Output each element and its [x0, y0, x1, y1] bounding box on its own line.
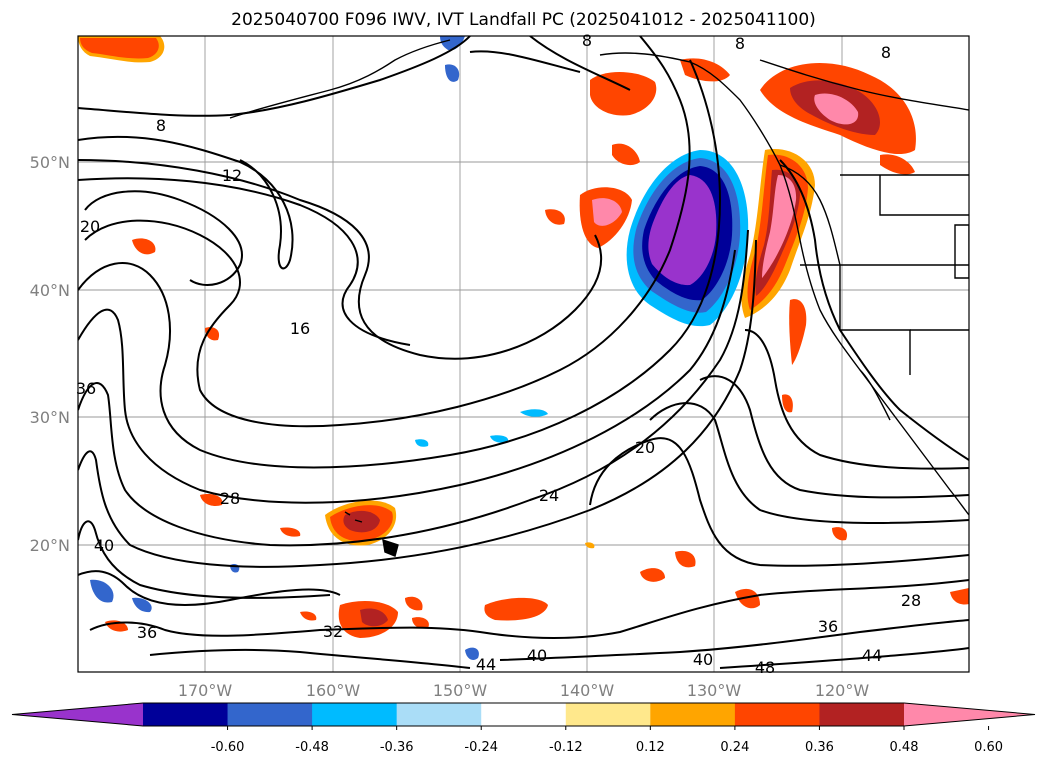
contour-label: 12: [222, 166, 242, 185]
colorbar-outline: [11, 702, 1036, 727]
lon-label: 160°W: [306, 681, 361, 700]
contour-label: 20: [635, 438, 655, 457]
contour-label: 8: [156, 116, 166, 135]
contour-label: 44: [476, 655, 496, 674]
contour-label: 8: [735, 34, 745, 53]
contour-label: 40: [527, 646, 547, 665]
contour-label: 40: [94, 536, 114, 555]
negative-anomaly-field: [90, 36, 749, 661]
contour-label: 16: [290, 319, 310, 338]
contour-label: 32: [323, 622, 343, 641]
contour-label: 8: [881, 43, 891, 62]
colorbar-tick-label: -0.12: [549, 740, 583, 755]
contour-label: 36: [76, 379, 96, 398]
colorbar-tick-label: -0.48: [295, 740, 329, 755]
colorbar-extend-low: [12, 703, 143, 726]
colorbar-tick-label: 0.12: [636, 740, 665, 755]
lon-label: 140°W: [560, 681, 615, 700]
contour-label: 24: [539, 486, 559, 505]
coastlines: [229, 39, 969, 557]
contour-label: 28: [220, 489, 240, 508]
map-border: [77, 35, 970, 673]
colorbar-bin: [650, 703, 736, 726]
colorbar-bin: [227, 703, 313, 726]
colorbar-tick-label: -0.24: [464, 740, 498, 755]
contour-label: 44: [862, 646, 882, 665]
colorbar-bin: [819, 703, 905, 726]
colorbar: -0.60 -0.48 -0.36 -0.24 -0.12 0.12 0.24 0.36 0.4…: [11, 702, 1036, 755]
contour-label: 36: [137, 623, 157, 642]
contour-labels: 8 12 16 20 36 40 28 32 36 20 24 28 36 44…: [76, 31, 921, 677]
iwv-contours: [78, 36, 969, 669]
lon-label: 120°W: [815, 681, 870, 700]
lat-label: 20°N: [30, 536, 70, 555]
colorbar-tick-label: 0.60: [974, 740, 1003, 755]
contour-label: 8: [582, 31, 592, 50]
colorbar-bin: [312, 703, 398, 726]
contour-label: 20: [80, 217, 100, 236]
map-title: 2025040700 F096 IWV, IVT Landfall PC (20…: [231, 10, 816, 30]
lon-label: 170°W: [178, 681, 233, 700]
colorbar-bin: [481, 703, 567, 726]
lon-label: 130°W: [687, 681, 742, 700]
colorbar-tick-label: 0.36: [805, 740, 834, 755]
colorbar-tick-label: -0.60: [211, 740, 245, 755]
lat-label: 50°N: [30, 153, 70, 172]
contour-label: 40: [693, 650, 713, 669]
colorbar-bin: [143, 703, 229, 726]
colorbar-tick-label: 0.48: [890, 740, 919, 755]
positive-anomaly-field: [78, 36, 969, 638]
lat-label: 40°N: [30, 281, 70, 300]
lon-label: 150°W: [433, 681, 488, 700]
latitude-labels: 50°N 40°N 30°N 20°N: [30, 153, 70, 555]
colorbar-bin: [396, 703, 482, 726]
colorbar-bin: [565, 703, 651, 726]
colorbar-tick-label: -0.36: [380, 740, 414, 755]
contour-label: 48: [755, 658, 775, 677]
graticule: [78, 36, 969, 672]
colorbar-extend-high: [904, 703, 1035, 726]
contour-label: 28: [901, 591, 921, 610]
longitude-labels: 170°W 160°W 150°W 140°W 130°W 120°W: [178, 681, 870, 700]
colorbar-bin: [734, 703, 820, 726]
contour-label: 36: [818, 617, 838, 636]
colorbar-tick-label: 0.24: [720, 740, 749, 755]
lat-label: 30°N: [30, 408, 70, 427]
